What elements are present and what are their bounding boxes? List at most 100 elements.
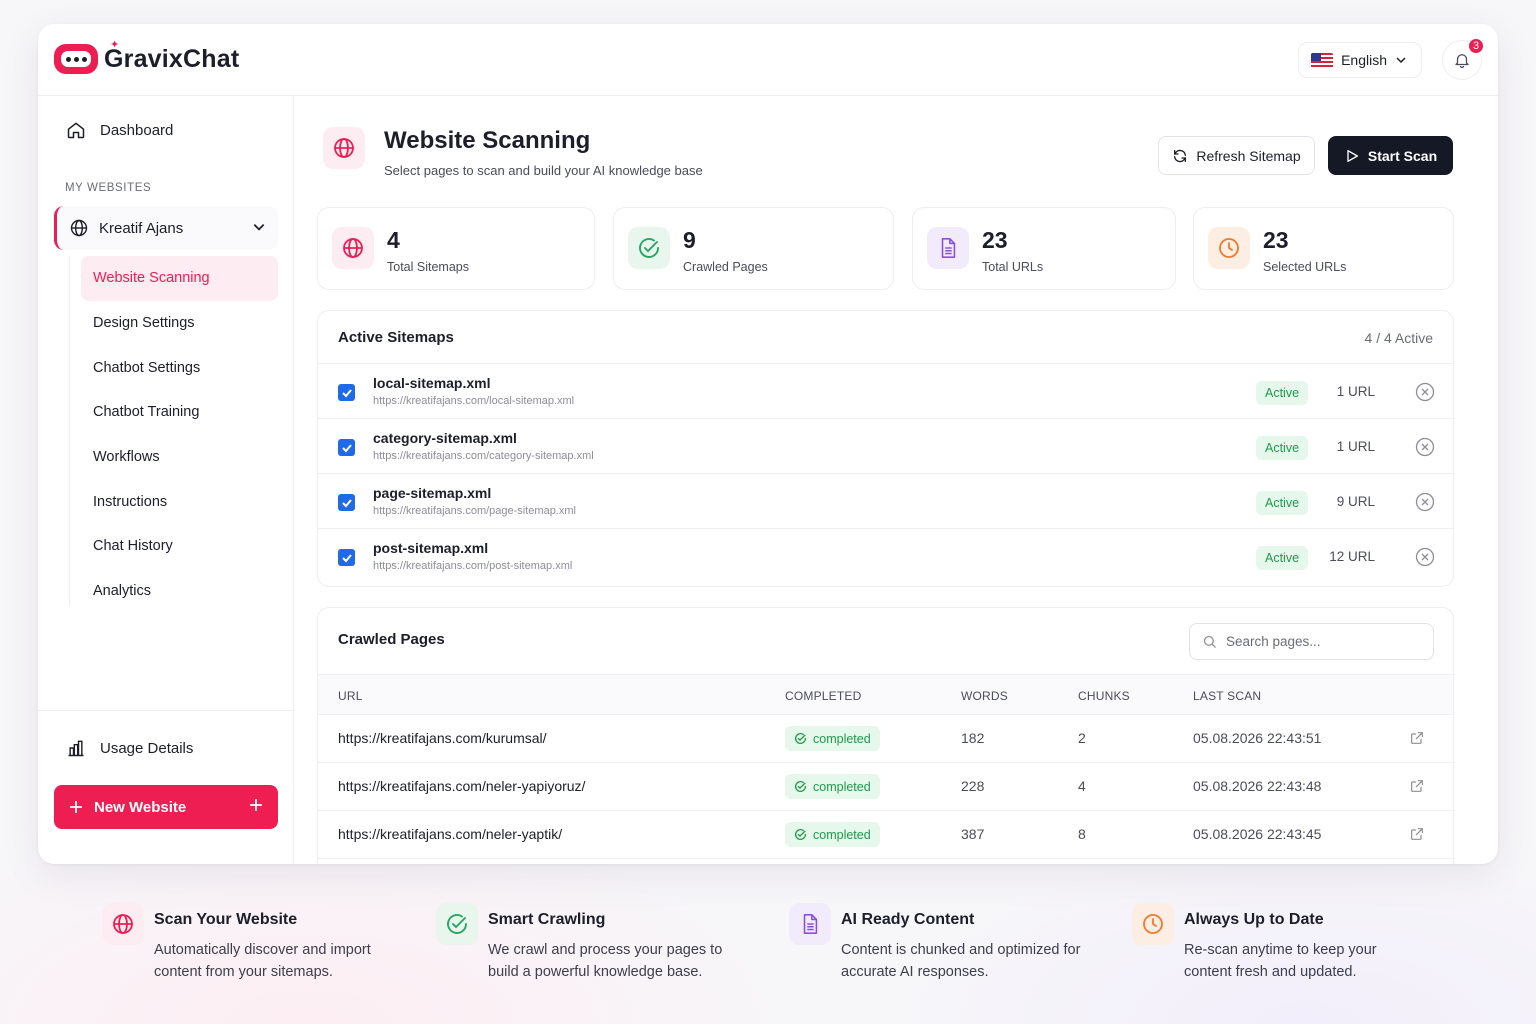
feature-description: Automatically discover and import conten…	[154, 942, 371, 980]
sitemap-checkbox[interactable]	[338, 549, 355, 566]
sitemap-name: post-sitemap.xml	[373, 540, 489, 556]
feature-title: AI Ready Content	[841, 911, 975, 928]
stat-value: 4	[387, 227, 400, 253]
new-website-button[interactable]: New Website	[54, 785, 278, 829]
sitemap-url[interactable]: https://kreatifajans.com/local-sitemap.x…	[373, 395, 575, 407]
page-url[interactable]: https://kreatifajans.com/neler-yapiyoruz…	[338, 778, 586, 794]
page-url[interactable]: https://kreatifajans.com/neler-yaptik/	[338, 826, 563, 842]
remove-icon[interactable]	[1415, 437, 1435, 457]
status-text: completed	[813, 827, 871, 842]
sitemap-name: local-sitemap.xml	[373, 375, 491, 391]
bell-icon	[1455, 54, 1469, 69]
sitemap-name: category-sitemap.xml	[373, 430, 517, 446]
stat-value: 9	[683, 227, 696, 253]
chevron-down-icon	[1396, 57, 1406, 64]
clock-icon	[1132, 903, 1174, 945]
search-input[interactable]	[1226, 634, 1416, 649]
stat-label: Crawled Pages	[683, 260, 768, 274]
search-box[interactable]	[1189, 623, 1434, 660]
remove-icon[interactable]	[1415, 492, 1435, 512]
sitemap-checkbox[interactable]	[338, 439, 355, 456]
sitemap-url[interactable]: https://kreatifajans.com/page-sitemap.xm…	[373, 505, 576, 517]
notification-badge: 3	[1467, 37, 1485, 55]
feature-description: Content is chunked and optimized for acc…	[841, 942, 1081, 980]
website-selector[interactable]: Kreatif Ajans	[54, 206, 278, 250]
globe-icon	[332, 227, 374, 269]
sitemap-url[interactable]: https://kreatifajans.com/category-sitema…	[373, 450, 594, 462]
active-count: 4 / 4 Active	[1364, 330, 1433, 346]
table-row: https://kreatifajans.com/kurumsal/ compl…	[318, 715, 1453, 763]
stat-label: Total Sitemaps	[387, 260, 469, 274]
word-count: 182	[961, 730, 985, 746]
notifications-button[interactable]: 3	[1442, 37, 1485, 80]
language-label: English	[1341, 52, 1387, 68]
feature-description: We crawl and process your pages to build…	[488, 942, 723, 980]
sitemap-row: category-sitemap.xml https://kreatifajan…	[318, 418, 1453, 473]
column-header[interactable]: WORDS	[961, 689, 1008, 703]
logo[interactable]: GravixChat ✦	[54, 39, 239, 74]
sidebar-item-chatbot-settings[interactable]: Chatbot Settings	[93, 359, 201, 376]
url-count: 12 URL	[1329, 549, 1375, 564]
check-circle-icon	[628, 227, 670, 269]
url-count: 1 URL	[1336, 384, 1375, 399]
feature-description: Re-scan anytime to keep your content fre…	[1184, 942, 1377, 980]
feature-title: Always Up to Date	[1184, 911, 1324, 928]
stat-card-crawled-pages: 9 Crawled Pages	[613, 207, 894, 290]
last-scan: 05.08.2026 22:43:51	[1193, 730, 1322, 746]
page-title: Website Scanning	[384, 127, 591, 154]
sitemap-checkbox[interactable]	[338, 384, 355, 401]
sidebar-item-chatbot-training[interactable]: Chatbot Training	[93, 404, 200, 421]
status-badge: completed	[785, 822, 880, 847]
sidebar-item-instructions[interactable]: Instructions	[93, 493, 168, 510]
language-selector[interactable]: English	[1298, 42, 1422, 78]
status-badge: Active	[1256, 491, 1309, 515]
remove-icon[interactable]	[1415, 382, 1435, 402]
start-scan-button[interactable]: Start Scan	[1328, 136, 1453, 175]
refresh-icon	[1174, 149, 1187, 162]
card-title: Active Sitemaps	[338, 329, 454, 346]
sidebar-item-analytics[interactable]: Analytics	[93, 583, 152, 600]
feature-title: Scan Your Website	[154, 911, 298, 928]
table-header: URL COMPLETED WORDS CHUNKS LAST SCAN	[318, 674, 1453, 715]
plus-icon	[250, 799, 262, 811]
chunk-count: 8	[1078, 826, 1086, 842]
column-header[interactable]: URL	[338, 689, 363, 703]
website-subnav: Website Scanning Design Settings Chatbot…	[81, 256, 278, 614]
sidebar-item-dashboard[interactable]: Dashboard	[66, 120, 173, 140]
refresh-label: Refresh Sitemap	[1196, 147, 1301, 164]
sitemap-checkbox[interactable]	[338, 494, 355, 511]
stat-label: Selected URLs	[1263, 260, 1347, 274]
column-header[interactable]: COMPLETED	[785, 689, 862, 703]
start-scan-label: Start Scan	[1367, 147, 1438, 164]
bar-chart-icon	[68, 740, 84, 757]
sidebar-item-website-scanning[interactable]: Website Scanning	[81, 256, 278, 301]
sidebar-item-label: Dashboard	[100, 121, 174, 139]
stat-value: 23	[1263, 227, 1289, 253]
sitemap-url[interactable]: https://kreatifajans.com/post-sitemap.xm…	[373, 560, 573, 572]
sidebar-item-design-settings[interactable]: Design Settings	[93, 315, 195, 332]
sidebar-item-usage-details[interactable]: Usage Details	[66, 738, 193, 758]
external-link-icon[interactable]	[1409, 730, 1425, 746]
card-title: Crawled Pages	[338, 631, 445, 648]
sidebar-item-chat-history[interactable]: Chat History	[93, 538, 173, 555]
word-count: 387	[961, 826, 985, 842]
section-label: MY WEBSITES	[65, 182, 152, 194]
column-header[interactable]: CHUNKS	[1078, 689, 1130, 703]
external-link-icon[interactable]	[1409, 826, 1425, 842]
sidebar-item-workflows[interactable]: Workflows	[93, 449, 160, 466]
search-icon	[1203, 635, 1216, 648]
external-link-icon[interactable]	[1409, 778, 1425, 794]
status-badge: Active	[1256, 436, 1309, 460]
check-circle-icon	[436, 903, 478, 945]
chevron-down-icon	[253, 224, 265, 231]
feature-title: Smart Crawling	[488, 911, 606, 928]
column-header[interactable]: LAST SCAN	[1193, 689, 1262, 703]
chunk-count: 2	[1078, 730, 1086, 746]
stat-card-total-urls: 23 Total URLs	[912, 207, 1176, 290]
main-content: Website Scanning Select pages to scan an…	[295, 96, 1498, 864]
stat-card-selected-urls: 23 Selected URLs	[1193, 207, 1454, 290]
remove-icon[interactable]	[1415, 547, 1435, 567]
refresh-sitemap-button[interactable]: Refresh Sitemap	[1158, 136, 1315, 175]
sitemap-row: local-sitemap.xml https://kreatifajans.c…	[318, 363, 1453, 418]
page-url[interactable]: https://kreatifajans.com/kurumsal/	[338, 730, 547, 746]
